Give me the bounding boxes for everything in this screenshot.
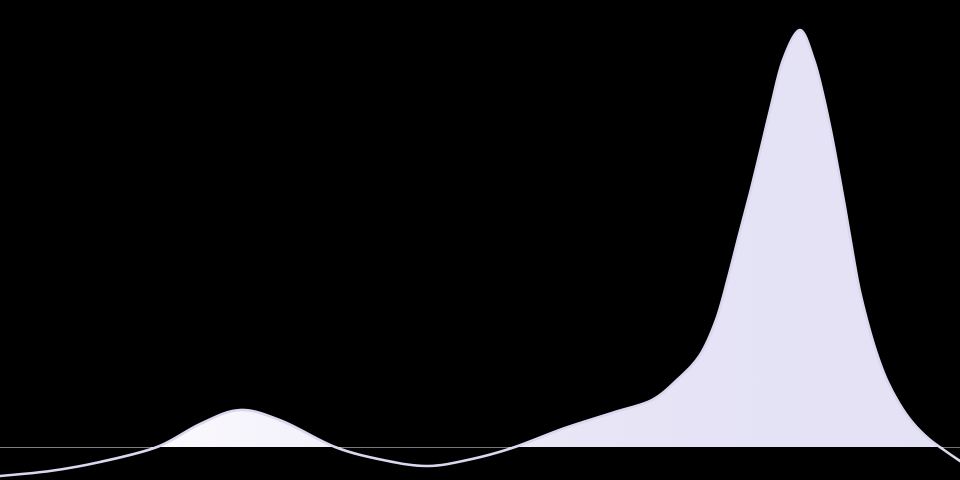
area-fill-shape [0,30,960,448]
area-line-curve [0,28,960,478]
